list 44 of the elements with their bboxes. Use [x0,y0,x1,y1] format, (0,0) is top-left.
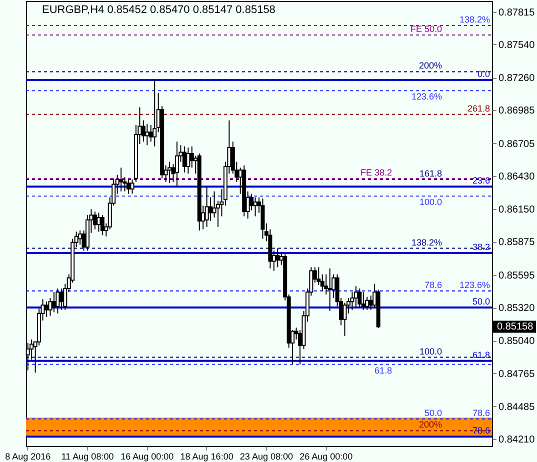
x-tick-label: 11 Aug 08:00 [61,452,114,462]
annotation: 50.0 [424,408,442,418]
annotation: 38.2 [472,242,490,252]
x-tick-label: 26 Aug 00:00 [300,452,353,462]
annotation: 261.8 [467,103,490,114]
y-tick-label: 0.84485 [498,402,536,413]
annotation: FE 38.2 [360,167,392,178]
y-tick-label: 0.85320 [498,303,536,314]
annotation: 23.6 [472,176,490,186]
x-tick-label: 16 Aug 00:00 [120,452,174,462]
x-tick-label: 23 Aug 08:00 [240,452,293,462]
y-tick-label: 0.87260 [498,73,536,84]
y-tick-label: 0.85595 [498,270,536,282]
y-tick-label: 0.86985 [498,106,536,117]
y-tick-label: 0.86150 [498,204,536,216]
annotation: 78.6 [472,426,490,436]
y-tick-label: 0.84765 [498,368,536,380]
y-tick-label: 0.85875 [498,237,536,248]
annotation: 61.8 [472,350,490,360]
y-tick-label: 0.85040 [498,336,536,348]
chart-title: EURGBP,H4 0.85452 0.85470 0.85147 0.85158 [42,4,276,16]
annotation: 161.8 [419,168,442,179]
annotation: 61.8 [374,365,392,376]
annotation: 0.0 [477,69,490,80]
annotation: FE 50.0 [410,24,442,34]
x-tick-label: 18 Aug 16:00 [180,452,234,462]
text: 0.85158 [497,322,534,333]
annotation: 50.0 [472,296,490,306]
annotation: 78.6 [472,408,490,418]
x-tick-label: 8 Aug 2016 [5,452,51,462]
y-tick-label: 0.86430 [498,171,536,182]
annotation: 123.6% [411,92,442,102]
annotation: 78.6 [424,280,442,290]
y-tick-label: 0.87540 [498,40,536,51]
y-tick-label: 0.87815 [498,7,536,18]
annotation: 100.0 [419,197,442,208]
annotation: 100.0 [419,346,442,356]
annotation: 200% [418,60,442,71]
annotation: 138.2% [411,237,442,248]
y-tick-label: 0.84210 [498,434,536,446]
y-tick-label: 0.86705 [498,138,536,150]
annotation: 138.2% [459,14,490,25]
annotation: 200% [418,420,442,430]
annotation: 123.6% [459,280,490,290]
